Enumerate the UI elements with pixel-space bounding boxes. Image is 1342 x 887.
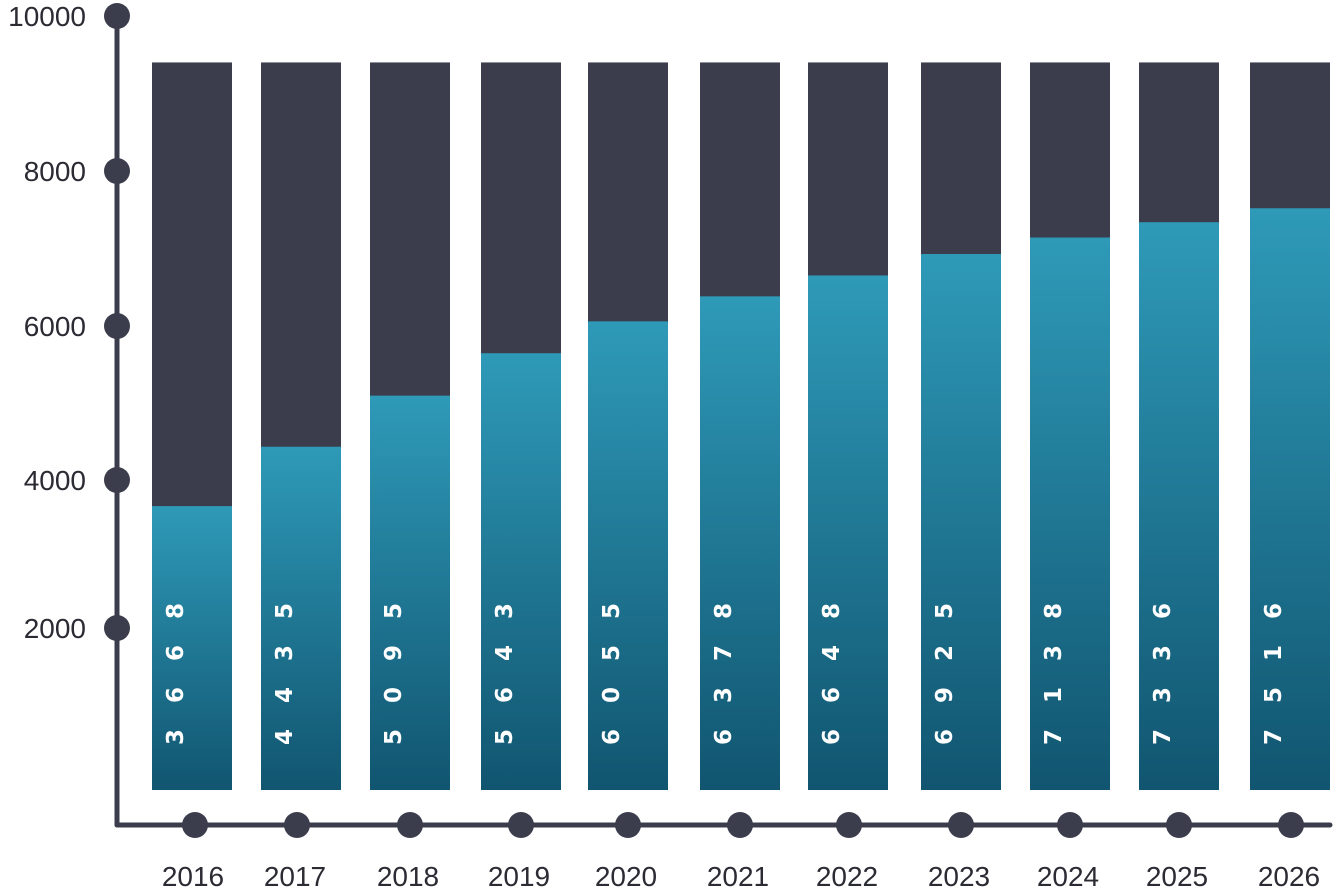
bar-value-label-2022: 6 6 4 8 (819, 594, 845, 745)
bar-value-label-2018: 5 0 9 5 (381, 594, 407, 745)
bar-value-label-2021: 6 3 7 8 (711, 594, 737, 745)
x-tick-label-2023: 2023 (928, 861, 990, 887)
bar-2019 (481, 353, 561, 790)
x-tick-label-2017: 2017 (264, 861, 326, 887)
y-tick-marker-10000 (104, 3, 130, 29)
x-tick-label-2025: 2025 (1146, 861, 1208, 887)
bar-2017 (261, 446, 341, 790)
axes (114, 13, 1333, 828)
bar-2016 (152, 506, 232, 790)
bar-2020 (588, 321, 668, 790)
x-tick-label-2018: 2018 (377, 861, 439, 887)
y-tick-marker-8000 (104, 158, 130, 184)
bar-2023 (921, 254, 1001, 790)
y-tick-marker-4000 (104, 467, 130, 493)
bar-2025 (1139, 222, 1219, 790)
y-tick-label-10000: 10000 (8, 1, 86, 32)
bar-value-label-2019: 5 6 4 3 (492, 594, 518, 745)
x-tick-marker-2017 (284, 812, 310, 838)
x-tick-label-2019: 2019 (488, 861, 550, 887)
bar-2021 (700, 296, 780, 790)
bar-2024 (1030, 237, 1110, 790)
bar-value-label-2026: 7 5 1 6 (1261, 594, 1287, 745)
y-tick-label-6000: 6000 (24, 311, 86, 342)
x-tick-label-2020: 2020 (595, 861, 657, 887)
y-tick-marker-2000 (104, 615, 130, 641)
x-tick-marker-2019 (508, 812, 534, 838)
bar-value-labels: 3 6 6 8 4 4 3 5 5 0 9 5 5 6 4 3 6 0 5 5 6 3 7… (163, 594, 1287, 745)
x-tick-label-2022: 2022 (816, 861, 878, 887)
x-axis-ticks: 2016 2017 2018 2019 2020 2021 2022 2023 2024 2025… (162, 812, 1320, 887)
bar-2022 (808, 275, 888, 790)
x-tick-marker-2024 (1057, 812, 1083, 838)
bar-value-label-2020: 6 0 5 5 (599, 594, 625, 745)
y-tick-label-8000: 8000 (24, 156, 86, 187)
y-tick-marker-6000 (104, 313, 130, 339)
x-tick-label-2024: 2024 (1037, 861, 1099, 887)
y-axis-ticks: 2000 4000 6000 8000 10000 (8, 1, 130, 644)
x-tick-label-2026: 2026 (1258, 861, 1320, 887)
bar-2018 (370, 395, 450, 790)
x-tick-marker-2025 (1166, 812, 1192, 838)
x-tick-marker-2020 (615, 812, 641, 838)
x-tick-marker-2021 (727, 812, 753, 838)
x-tick-marker-2022 (836, 812, 862, 838)
bar-value-label-2025: 7 3 3 6 (1150, 594, 1176, 745)
x-tick-marker-2018 (397, 812, 423, 838)
bar-value-label-2024: 7 1 3 8 (1041, 594, 1067, 745)
y-tick-label-4000: 4000 (24, 465, 86, 496)
x-tick-marker-2026 (1278, 812, 1304, 838)
bar-value-label-2023: 6 9 2 5 (932, 594, 958, 745)
bar-2026 (1250, 208, 1330, 790)
bar-value-label-2016: 3 6 6 8 (163, 594, 189, 745)
x-tick-marker-2016 (182, 812, 208, 838)
bar-values (152, 208, 1330, 790)
x-tick-label-2021: 2021 (707, 861, 769, 887)
x-tick-marker-2023 (948, 812, 974, 838)
y-tick-label-2000: 2000 (24, 613, 86, 644)
bar-value-label-2017: 4 4 3 5 (272, 594, 298, 745)
x-tick-label-2016: 2016 (162, 861, 224, 887)
